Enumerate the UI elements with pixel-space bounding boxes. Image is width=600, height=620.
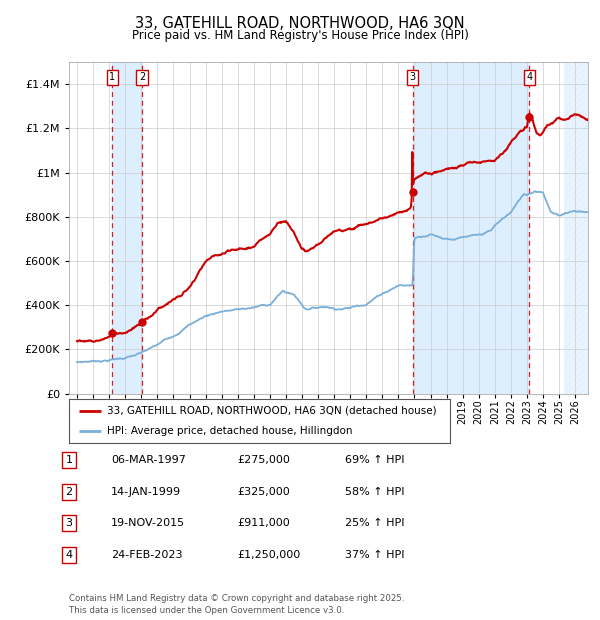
Text: 06-MAR-1997: 06-MAR-1997 bbox=[111, 455, 186, 465]
Text: 1: 1 bbox=[65, 455, 73, 465]
Text: £911,000: £911,000 bbox=[237, 518, 290, 528]
Text: 14-JAN-1999: 14-JAN-1999 bbox=[111, 487, 181, 497]
Text: £275,000: £275,000 bbox=[237, 455, 290, 465]
Text: £325,000: £325,000 bbox=[237, 487, 290, 497]
Bar bbox=[564, 62, 588, 394]
Text: 33, GATEHILL ROAD, NORTHWOOD, HA6 3QN (detached house): 33, GATEHILL ROAD, NORTHWOOD, HA6 3QN (d… bbox=[107, 405, 437, 416]
Text: £1,250,000: £1,250,000 bbox=[237, 550, 300, 560]
Text: 4: 4 bbox=[65, 550, 73, 560]
Bar bbox=[413, 62, 529, 394]
Text: 3: 3 bbox=[409, 73, 416, 82]
Bar bbox=[112, 62, 142, 394]
Text: 24-FEB-2023: 24-FEB-2023 bbox=[111, 550, 182, 560]
Text: 69% ↑ HPI: 69% ↑ HPI bbox=[345, 455, 404, 465]
Text: 37% ↑ HPI: 37% ↑ HPI bbox=[345, 550, 404, 560]
Text: 4: 4 bbox=[526, 73, 532, 82]
Text: Contains HM Land Registry data © Crown copyright and database right 2025.
This d: Contains HM Land Registry data © Crown c… bbox=[69, 594, 404, 615]
Text: 3: 3 bbox=[65, 518, 73, 528]
Text: Price paid vs. HM Land Registry's House Price Index (HPI): Price paid vs. HM Land Registry's House … bbox=[131, 29, 469, 42]
Text: 33, GATEHILL ROAD, NORTHWOOD, HA6 3QN: 33, GATEHILL ROAD, NORTHWOOD, HA6 3QN bbox=[135, 16, 465, 31]
Text: HPI: Average price, detached house, Hillingdon: HPI: Average price, detached house, Hill… bbox=[107, 426, 353, 436]
Text: 25% ↑ HPI: 25% ↑ HPI bbox=[345, 518, 404, 528]
Text: 2: 2 bbox=[139, 73, 145, 82]
Text: 58% ↑ HPI: 58% ↑ HPI bbox=[345, 487, 404, 497]
Text: 1: 1 bbox=[109, 73, 115, 82]
Text: 2: 2 bbox=[65, 487, 73, 497]
Text: 19-NOV-2015: 19-NOV-2015 bbox=[111, 518, 185, 528]
